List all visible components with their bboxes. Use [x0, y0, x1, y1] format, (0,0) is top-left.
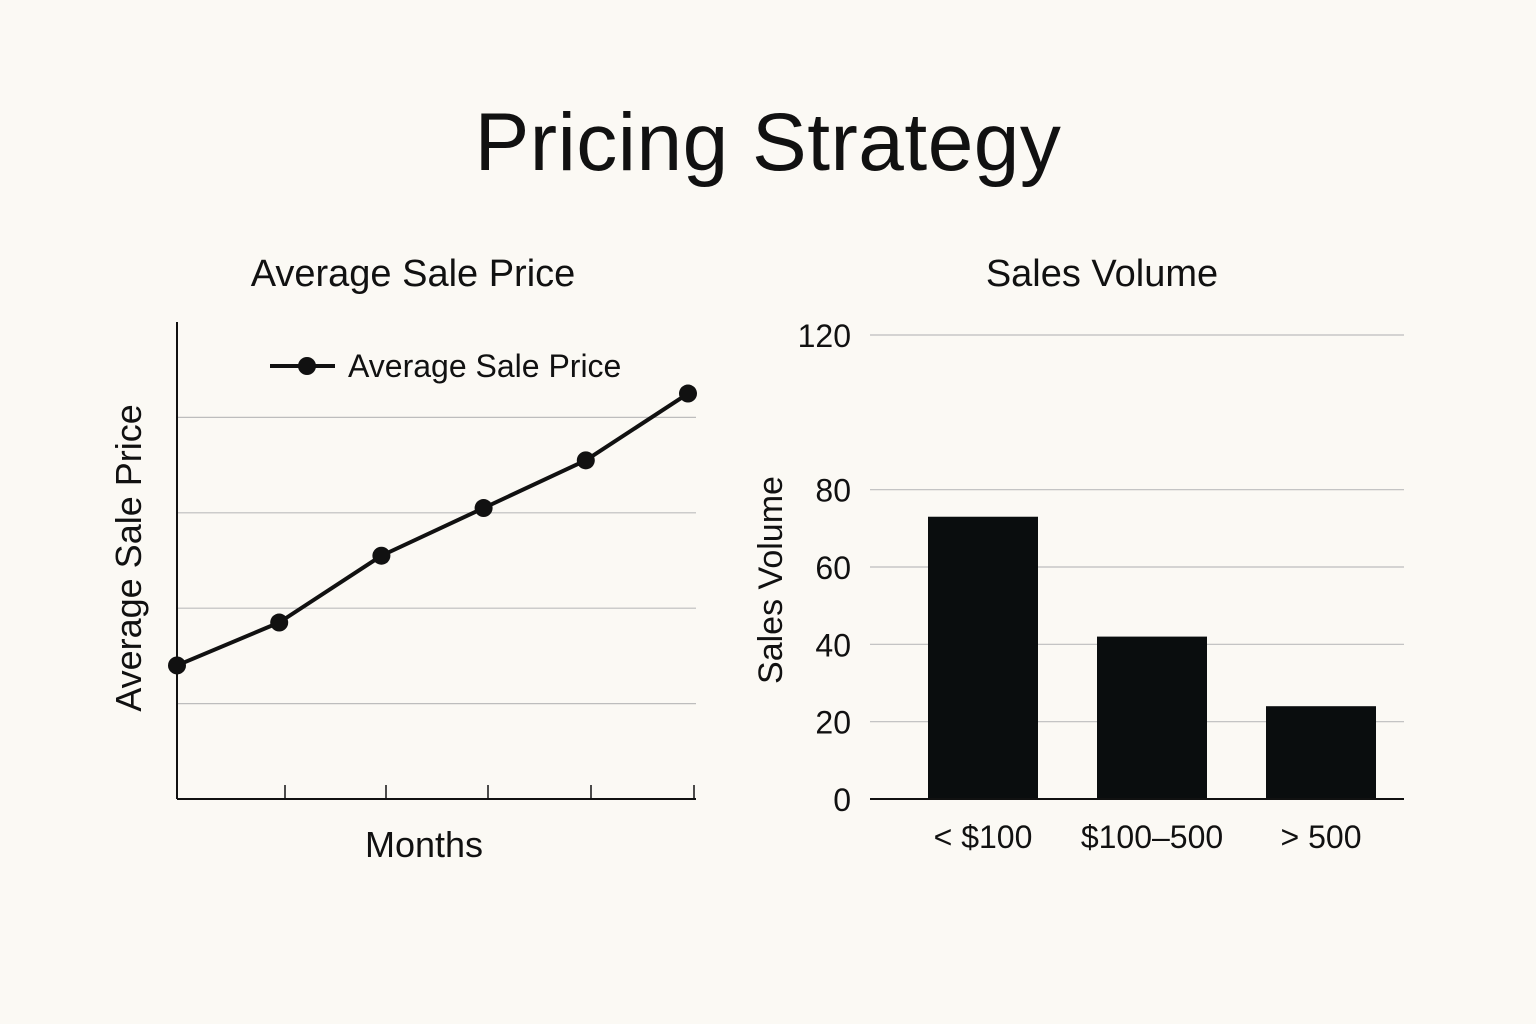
line-chart-title: Average Sale Price [251, 253, 576, 295]
bar-chart-y-tick-label: 20 [815, 705, 851, 741]
bar-chart: Sales Volume 0 20 40 60 80 120 Sales Volume <… [752, 253, 1404, 855]
bar-chart-y-tick-label: 80 [815, 473, 851, 509]
line-chart-x-ticks [284, 785, 695, 799]
line-chart-x-label: Months [365, 824, 483, 865]
line-point [576, 451, 595, 470]
legend-marker-swatch [298, 357, 316, 375]
legend-label: Average Sale Price [348, 348, 621, 384]
line-series-points [168, 384, 697, 675]
bar-chart-x-tick-labels: < $100 $100–500 > 500 [934, 819, 1362, 855]
bar-chart-title: Sales Volume [986, 253, 1218, 295]
bar-chart-bars [928, 516, 1376, 799]
bar-chart-y-label: Sales Volume [752, 476, 790, 684]
line-point [168, 656, 186, 675]
bar [1097, 636, 1207, 799]
bar-chart-y-tick-label: 120 [798, 318, 851, 354]
line-chart-y-label: Average Sale Price [108, 404, 149, 712]
bar-chart-x-tick-label: < $100 [934, 819, 1033, 855]
bar-chart-y-tick-label: 60 [815, 550, 851, 586]
line-point [372, 546, 391, 565]
bar-chart-x-tick-label: $100–500 [1081, 819, 1223, 855]
page-title: Pricing Strategy [474, 97, 1062, 188]
bar-chart-y-tick-label: 0 [833, 782, 851, 818]
line-chart-legend: Average Sale Price [270, 348, 621, 384]
line-point [474, 499, 493, 518]
line-chart: Average Sale Price Months Average Sale P… [108, 253, 697, 865]
line-series-path [176, 391, 690, 668]
bar-chart-y-tick-label: 40 [815, 627, 851, 663]
line-chart-gridlines [177, 416, 696, 705]
bar [1266, 706, 1376, 799]
bar-chart-y-tick-labels: 0 20 40 60 80 120 [798, 318, 851, 818]
bar [928, 516, 1038, 799]
line-point [270, 613, 289, 632]
line-point [679, 384, 697, 403]
bar-chart-x-tick-label: > 500 [1281, 819, 1362, 855]
